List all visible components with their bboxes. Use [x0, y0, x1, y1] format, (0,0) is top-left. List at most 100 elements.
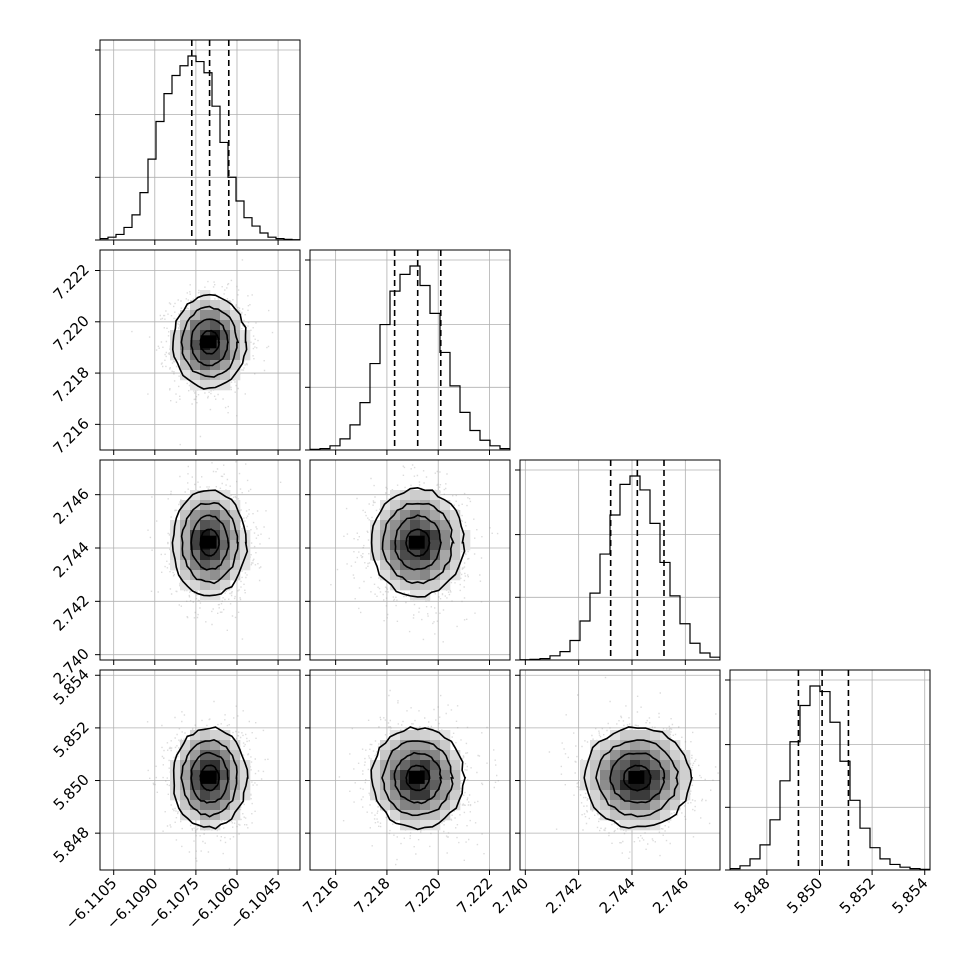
density-bin — [380, 540, 391, 551]
density-bin — [650, 800, 661, 811]
density-bin — [420, 590, 431, 601]
y-tick-label: 7.222 — [50, 261, 93, 304]
density-bin — [420, 500, 431, 511]
density-bin — [380, 770, 391, 781]
density-bin — [660, 750, 671, 761]
density-bin — [670, 800, 681, 811]
density-bin — [190, 580, 201, 591]
density-bin — [180, 510, 191, 521]
density-bin — [410, 820, 421, 831]
density-bin — [640, 730, 651, 741]
density-bin — [610, 730, 621, 741]
density-bin — [410, 590, 421, 601]
contour-2 — [180, 738, 238, 818]
density-bin — [230, 560, 241, 571]
density-bin — [210, 380, 221, 391]
density-bin — [620, 800, 631, 811]
density-bin — [220, 380, 231, 391]
density-bin — [210, 790, 221, 801]
density-bin — [620, 740, 631, 751]
histogram — [310, 265, 510, 450]
density-bin — [440, 780, 451, 791]
density-bin — [200, 370, 211, 381]
density-bin — [430, 780, 441, 791]
density-bin — [620, 770, 631, 781]
y-tick-label: 5.850 — [50, 771, 93, 814]
density-bin — [220, 370, 231, 381]
density-bin — [220, 360, 231, 371]
density-bin — [200, 380, 211, 391]
density-bin — [640, 780, 651, 791]
density-bin — [190, 310, 201, 321]
density-bin — [450, 530, 461, 541]
density-bin — [670, 760, 681, 771]
density-bin — [640, 770, 651, 781]
density-bin — [230, 570, 241, 581]
density-bin — [230, 780, 241, 791]
density-bin — [210, 520, 221, 531]
density-bin — [400, 530, 411, 541]
contour-2 — [180, 305, 240, 378]
density-bin — [420, 810, 431, 821]
contour-0 — [405, 528, 431, 557]
density-bin — [170, 540, 181, 551]
density-bin — [170, 350, 181, 361]
density-bin — [370, 530, 381, 541]
density-bin — [390, 520, 401, 531]
density-bin — [190, 490, 201, 501]
density-bin — [390, 530, 401, 541]
y-tick-label: 2.744 — [50, 538, 93, 581]
density-bin — [170, 530, 181, 541]
density-bin — [590, 800, 601, 811]
density-bin — [400, 770, 411, 781]
density-bin — [590, 760, 601, 771]
density-bin — [240, 560, 251, 571]
density-bin — [650, 810, 661, 821]
density-bin — [420, 540, 431, 551]
density-bin — [230, 760, 241, 771]
density-bin — [170, 550, 181, 561]
density-bin — [220, 300, 231, 311]
panel-1-0: 7.216 7.218 7.220 7.222 — [50, 249, 301, 458]
density-bin — [370, 770, 381, 781]
density-bin — [640, 760, 651, 771]
density-bin — [410, 790, 421, 801]
density-bin — [220, 580, 231, 591]
density-bin — [210, 560, 221, 571]
density-bin — [590, 750, 601, 761]
density-bin — [430, 580, 441, 591]
panel-3-1: 7.216 7.218 7.220 7.222 — [299, 669, 511, 917]
density-bin — [210, 780, 221, 791]
density-bin — [430, 560, 441, 571]
density-bin — [640, 800, 651, 811]
density-bin — [390, 560, 401, 571]
contour-1 — [394, 514, 442, 571]
density-bin — [180, 810, 191, 821]
density-bin — [600, 740, 611, 751]
y-tick-label: 2.742 — [50, 591, 93, 634]
density-bin — [610, 740, 621, 751]
grid — [520, 460, 720, 660]
density-bin — [460, 530, 471, 541]
density-bin — [650, 750, 661, 761]
density-peak — [200, 335, 217, 349]
density-bin — [430, 530, 441, 541]
density-bin — [670, 770, 681, 781]
density-bin — [200, 490, 211, 501]
density-bin — [390, 490, 401, 501]
density-bin — [190, 800, 201, 811]
density-bin — [220, 750, 231, 761]
contour-3 — [370, 486, 466, 598]
density-bin — [380, 510, 391, 521]
density-bin — [660, 790, 671, 801]
density-bin — [410, 740, 421, 751]
y-tick-label: 2.746 — [50, 485, 93, 528]
density-bin — [220, 530, 231, 541]
density-bin — [180, 550, 191, 561]
density-bin — [200, 310, 211, 321]
density-bin — [630, 820, 641, 831]
density-bin — [400, 730, 411, 741]
density-bin — [380, 790, 391, 801]
density-bin — [220, 790, 231, 801]
density-bin — [410, 500, 421, 511]
